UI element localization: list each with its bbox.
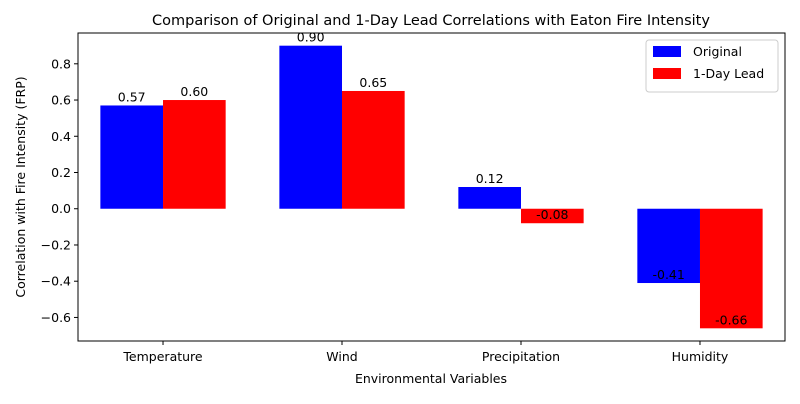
- data-label-original-wind: 0.90: [297, 30, 325, 45]
- x-tick-label-humidity: Humidity: [672, 349, 729, 364]
- bar-1-day-lead-precipitation: [520, 208, 584, 224]
- plot-frame: [77, 32, 786, 342]
- legend: Original 1-Day Lead: [645, 39, 779, 93]
- y-tick-label: −0.2: [41, 237, 71, 252]
- y-tick-label: 0.0: [51, 201, 71, 216]
- data-label-original-precipitation: 0.12: [476, 171, 504, 186]
- bar-1-day-lead-wind: [342, 90, 405, 209]
- y-tick-label: 0.6: [51, 93, 71, 108]
- legend-swatch-original: [653, 46, 681, 57]
- y-axis-ticks: −0.6 −0.4 −0.2 0.0 0.2 0.4 0.6 0.8: [41, 56, 78, 325]
- y-tick-label: 0.2: [51, 165, 71, 180]
- bar-1-day-lead-humidity: [699, 208, 763, 329]
- y-tick-label: 0.4: [51, 129, 71, 144]
- legend-swatch-1-day-lead: [653, 68, 681, 79]
- data-label-original-humidity: -0.41: [652, 267, 684, 282]
- bar-1-day-lead-temperature: [163, 100, 226, 209]
- legend-label-1-day-lead: 1-Day Lead: [693, 66, 764, 81]
- legend-label-original: Original: [693, 44, 742, 59]
- y-tick-label: −0.4: [41, 274, 71, 289]
- bar-original-temperature: [100, 105, 164, 209]
- data-label-1-day-lead-humidity: -0.66: [715, 312, 747, 327]
- data-labels-layer: 0.57 0.90 0.12 -0.41 0.60 0.65 -0.08 -0.66: [118, 30, 748, 328]
- x-axis-ticks: Temperature Wind Precipitation Humidity: [122, 341, 729, 364]
- bars-layer: [100, 45, 763, 329]
- data-label-1-day-lead-wind: 0.65: [359, 75, 387, 90]
- bar-original-precipitation: [458, 187, 521, 209]
- data-label-1-day-lead-temperature: 0.60: [180, 84, 208, 99]
- x-tick-label-precipitation: Precipitation: [482, 349, 560, 364]
- data-label-1-day-lead-precipitation: -0.08: [536, 207, 568, 222]
- y-tick-label: −0.6: [41, 310, 71, 325]
- x-tick-label-temperature: Temperature: [122, 349, 202, 364]
- bar-original-humidity: [637, 208, 700, 284]
- chart-title: Comparison of Original and 1-Day Lead Co…: [152, 13, 710, 29]
- data-label-original-temperature: 0.57: [118, 89, 146, 104]
- x-tick-label-wind: Wind: [326, 349, 357, 364]
- x-axis-label: Environmental Variables: [355, 371, 507, 386]
- y-axis-label: Correlation with Fire Intensity (FRP): [13, 76, 28, 297]
- y-tick-label: 0.8: [51, 56, 71, 71]
- bar-original-wind: [279, 45, 343, 209]
